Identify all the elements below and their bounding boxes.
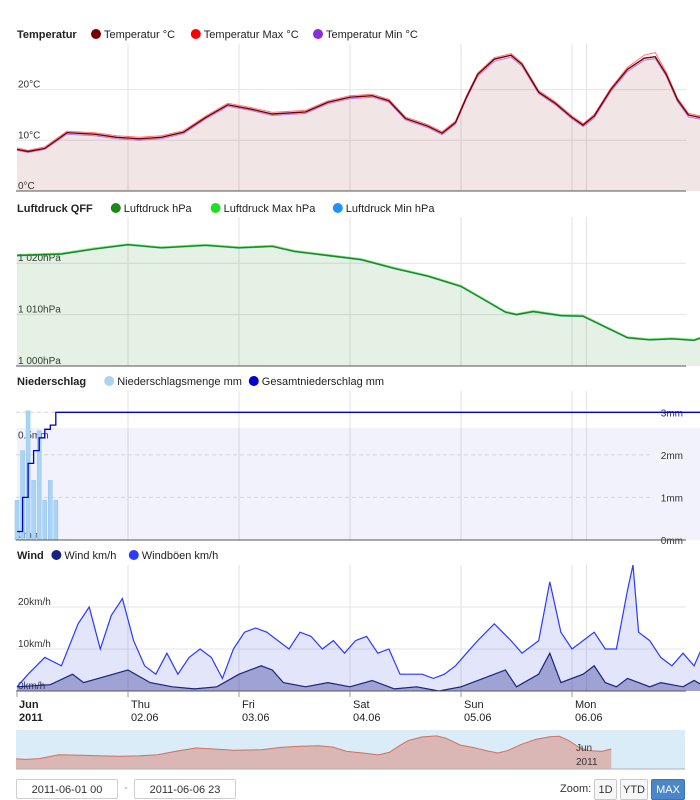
legend-item: Luftdruck Max hPa — [224, 203, 317, 215]
wind-panel: Wind Wind km/h Windböen km/h 0km/h 10km/h 20k… — [16, 550, 700, 692]
series-line — [16, 54, 700, 153]
y-tick-label: 1 020hPa — [18, 253, 61, 264]
series-line — [16, 564, 700, 688]
y-tick-label: 10km/h — [18, 639, 51, 650]
panel-title: Wind — [17, 550, 44, 562]
precipitation-panel: Niederschlag Niederschlagsmenge mm Gesamtn… — [14, 376, 700, 547]
temperature-panel: Temperatur Temperatur °C Temperatur Max °C… — [16, 29, 700, 192]
series-area — [17, 244, 700, 366]
navigator[interactable]: Jun 2011 — [15, 730, 685, 770]
series-area — [17, 55, 700, 191]
legend-marker — [332, 203, 343, 213]
y-tick-label: 1 010hPa — [18, 305, 61, 316]
zoom-ytd-button[interactable]: YTD — [620, 779, 648, 800]
cumulative-line — [17, 411, 700, 533]
legend-item: Windböen km/h — [142, 550, 218, 562]
legend-item: Niederschlagsmenge mm — [117, 376, 242, 388]
range-from-input[interactable]: 2011-06-01 00 — [16, 779, 118, 799]
range-to-input[interactable]: 2011-06-06 23 — [134, 779, 236, 799]
series-line — [16, 651, 700, 692]
x-tick-date: 05.06 — [464, 712, 492, 724]
y-tick-label: 0km/h — [18, 681, 45, 692]
panel-title: Luftdruck QFF — [17, 203, 93, 215]
precip-bar — [31, 480, 36, 541]
range-separator: - — [124, 782, 128, 794]
x-tick-day: Jun — [19, 699, 39, 711]
legend-marker — [248, 376, 259, 386]
panel-title: Niederschlag — [17, 376, 86, 388]
legend-marker — [128, 550, 139, 560]
legend-item: Gesamtniederschlag mm — [262, 376, 384, 388]
y-tick-label: 10°C — [18, 130, 40, 141]
legend-item: Temperatur °C — [104, 29, 175, 41]
x-tick-date: 2011 — [19, 712, 43, 724]
navigator-line — [15, 735, 612, 760]
navigator-background — [16, 730, 685, 769]
precip-bar — [14, 500, 20, 541]
navigator-month-label: Jun — [576, 743, 592, 754]
y-tick-label: 1 000hPa — [18, 356, 61, 367]
y-tick-label: 20°C — [18, 80, 40, 91]
legend-item: Temperatur Min °C — [326, 29, 418, 41]
x-tick-date: 04.06 — [353, 712, 381, 724]
legend-item: Luftdruck Min hPa — [346, 203, 436, 215]
series-area — [17, 653, 700, 691]
precip-bar — [42, 500, 47, 541]
legend-marker — [313, 29, 323, 39]
legend-marker — [190, 29, 201, 39]
x-tick-day: Sun — [464, 699, 484, 711]
zoom-1d-button[interactable]: 1D — [594, 779, 617, 800]
zoom-max-button[interactable]: MAX — [651, 779, 685, 800]
x-tick-day: Mon — [575, 699, 596, 711]
x-tick-date: 02.06 — [131, 712, 159, 724]
panel-title: Temperatur — [17, 29, 77, 41]
y-left-tick-label: 0.5mm — [18, 431, 49, 442]
pressure-panel: Luftdruck QFF Luftdruck hPa Luftdruck Max … — [16, 203, 700, 367]
legend-item: Luftdruck hPa — [124, 203, 193, 215]
navigator-area — [16, 735, 612, 769]
series-line — [16, 243, 700, 340]
precip-bar — [53, 500, 59, 541]
x-tick-date: 06.06 — [575, 712, 603, 724]
legend-marker — [91, 29, 101, 39]
y-right-tick-label: 3mm — [661, 408, 683, 419]
y-right-tick-label: 2mm — [661, 451, 683, 462]
legend-item: Wind km/h — [64, 550, 116, 562]
zoom-label: Zoom: — [560, 783, 592, 795]
navigator-year-label: 2011 — [576, 757, 598, 768]
series-line — [16, 243, 700, 342]
x-tick-day: Thu — [131, 699, 150, 711]
legend-marker — [110, 203, 121, 213]
x-tick-day: Sat — [353, 699, 370, 711]
y-tick-label: 0°C — [18, 181, 35, 192]
series-area — [17, 428, 700, 540]
series-line — [16, 52, 700, 151]
series-line — [16, 56, 700, 154]
y-right-tick-label: 1mm — [661, 493, 683, 504]
x-tick-date: 03.06 — [242, 712, 270, 724]
y-tick-label: 20km/h — [18, 597, 51, 608]
legend-marker — [51, 550, 62, 560]
legend-marker — [104, 376, 115, 386]
legend-item: Temperatur Max °C — [204, 29, 299, 41]
y-right-tick-label: 0mm — [661, 536, 683, 547]
precip-bar — [48, 480, 53, 541]
legend-marker — [210, 203, 221, 213]
x-tick-day: Fri — [242, 699, 255, 711]
